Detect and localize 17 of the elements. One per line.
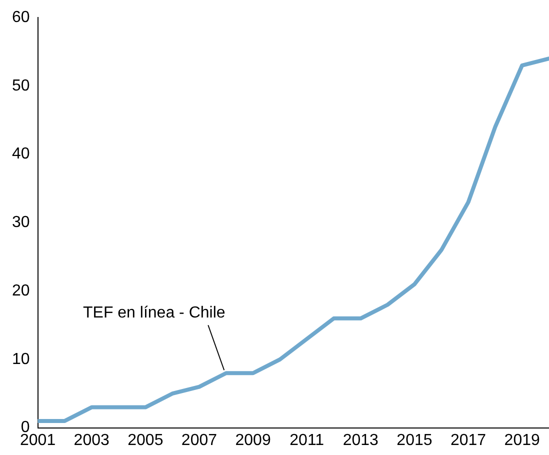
x-tick-label: 2019 — [504, 432, 540, 449]
y-tick-label: 10 — [12, 350, 30, 368]
x-tick-label: 2001 — [20, 432, 56, 449]
y-tick-label: 50 — [12, 77, 30, 94]
x-tick-label: 2013 — [342, 432, 379, 449]
x-tick-label: 2003 — [74, 432, 110, 449]
y-tick-label: 30 — [12, 214, 30, 232]
y-tick-label: 60 — [12, 9, 30, 26]
x-tick-label: 2005 — [128, 432, 164, 449]
x-tick-label: 2007 — [181, 432, 218, 449]
x-tick-label: 2009 — [235, 432, 271, 449]
x-tick-label: 2011 — [290, 432, 324, 449]
x-tick-label: 2017 — [450, 432, 486, 449]
y-tick-label: 40 — [12, 146, 30, 163]
x-tick-label: 2015 — [396, 432, 432, 449]
y-tick-label: 20 — [12, 282, 30, 300]
annotation: TEF en línea - Chile — [82, 304, 226, 322]
